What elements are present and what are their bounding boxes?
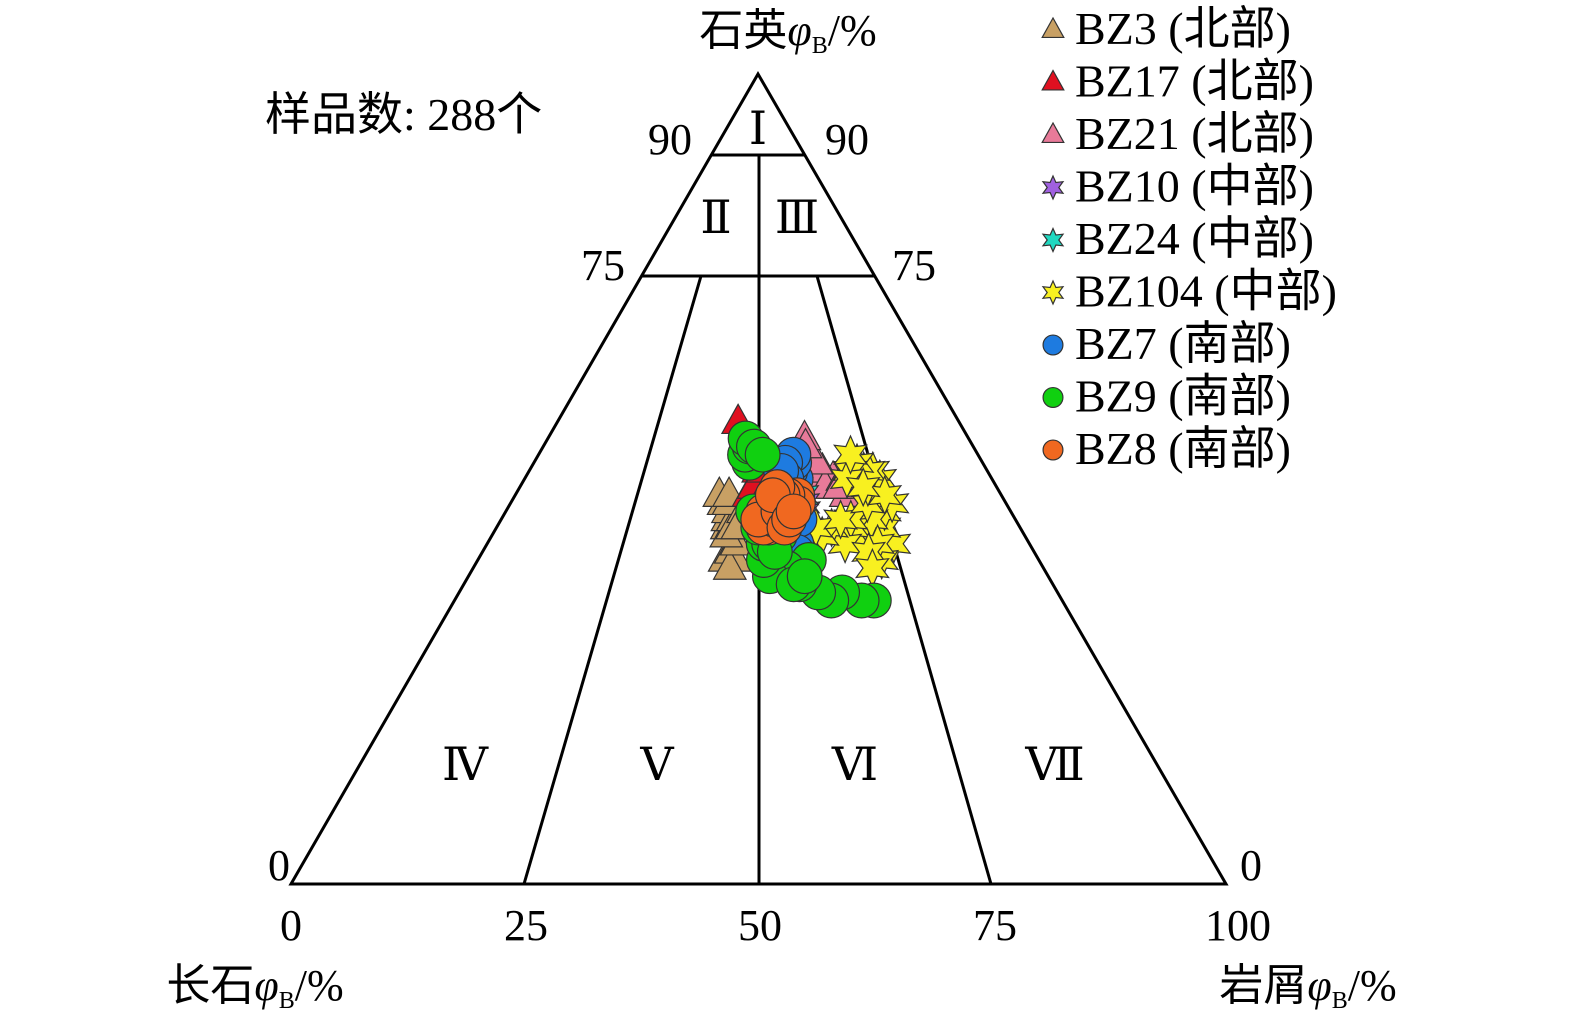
right-tick-90: 90 [825,115,869,164]
legend-marker-4 [1041,227,1065,253]
legend-marker-5 [1041,279,1065,306]
legend-marker-6 [1042,334,1064,356]
legend-label-8: BZ8 (南部) [1075,423,1291,474]
bottom-tick-25: 25 [504,901,548,950]
legend-label-4: BZ24 (中部) [1075,213,1314,264]
data-point-8-15 [775,493,812,530]
region-label-2: Ⅱ [700,192,731,243]
left-tick-0: 0 [268,841,290,890]
legend-marker-7 [1042,386,1064,409]
region-label-4: Ⅳ [442,739,489,790]
data-points [702,403,912,619]
bottom-tick-75: 75 [973,901,1017,950]
right-tick-75: 75 [892,241,936,290]
legend-label-3: BZ10 (中部) [1075,161,1314,212]
legend-label-2: BZ21 (北部) [1075,108,1314,159]
legend-label-5: BZ104 (中部) [1075,266,1337,317]
region-label-6: Ⅵ [831,739,878,790]
apex-label: 石英φB/% [699,6,876,59]
legend-label-7: BZ9 (南部) [1075,371,1291,422]
data-point-0-3 [712,548,748,580]
region-label-5: Ⅴ [639,739,674,790]
legend-marker-1 [1041,69,1065,91]
left-tick-90: 90 [648,115,692,164]
line-ratio-75 [815,275,993,885]
left-tick-75: 75 [581,241,625,290]
data-point-5-26 [833,434,868,475]
legend-label-1: BZ17 (北部) [1075,56,1314,107]
region-label-1: Ⅰ [749,103,767,154]
data-point-7-20 [744,436,781,473]
legend-label-6: BZ7 (南部) [1075,318,1291,369]
legend-marker-3 [1041,174,1065,201]
bottom-tick-100: 100 [1205,901,1271,950]
legend-label-0: BZ3 (北部) [1075,3,1291,54]
legend: BZ3 (北部)BZ17 (北部)BZ21 (北部)BZ10 (中部)BZ24 … [1041,3,1337,474]
bottom-tick-50: 50 [738,901,782,950]
legend-marker-2 [1041,121,1065,144]
bottom-right-label: 岩屑φB/% [1219,961,1396,1014]
region-label-3: Ⅲ [775,192,819,243]
legend-marker-8 [1042,439,1064,461]
sample-count-label: 样品数: 288个 [265,89,542,140]
line-ratio-25 [522,275,703,885]
right-tick-0: 0 [1240,841,1262,890]
region-label-7: Ⅶ [1024,739,1084,790]
legend-marker-0 [1041,16,1065,39]
data-point-5-28 [845,466,881,508]
data-point-7-22 [786,558,823,595]
bottom-tick-0: 0 [280,901,302,950]
bottom-left-label: 长石φB/% [166,961,343,1014]
